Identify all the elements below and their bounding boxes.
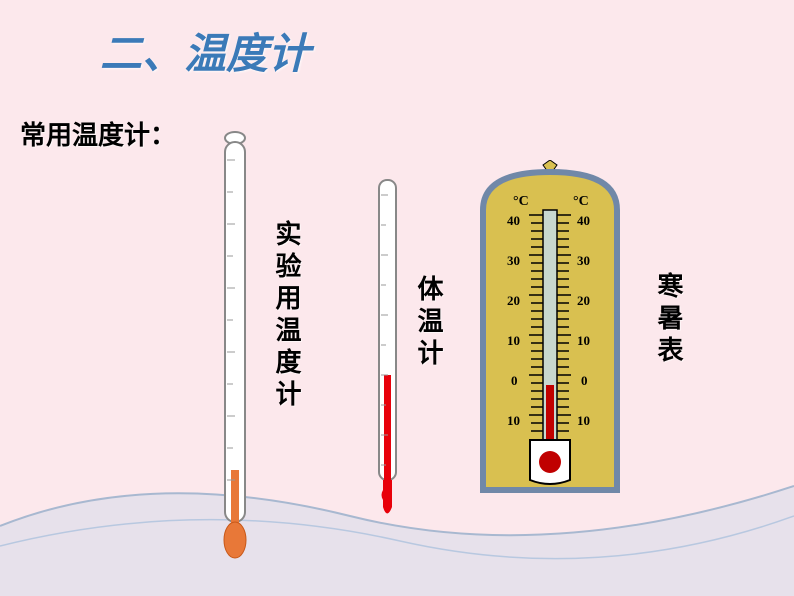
clinical-thermometer-diagram — [370, 175, 405, 525]
weather-thermometer-diagram: °C °C 40 40 30 30 20 20 10 10 0 0 10 10 — [475, 160, 625, 500]
weather-thermometer-label: 寒暑表 — [650, 272, 687, 368]
lab-thermometer-diagram — [215, 130, 255, 560]
svg-text:40: 40 — [507, 213, 520, 228]
svg-text:0: 0 — [511, 373, 518, 388]
section-title: 二、温度计 — [100, 20, 310, 81]
svg-text:10: 10 — [507, 333, 520, 348]
clinical-thermometer-label: 体温计 — [410, 275, 447, 371]
left-unit: °C — [513, 194, 529, 209]
lab-thermometer-label: 实验用温度计 — [268, 220, 305, 412]
svg-text:10: 10 — [577, 333, 590, 348]
right-unit: °C — [573, 194, 589, 209]
svg-text:10: 10 — [577, 413, 590, 428]
svg-text:10: 10 — [507, 413, 520, 428]
svg-text:20: 20 — [507, 293, 520, 308]
svg-text:20: 20 — [577, 293, 590, 308]
svg-text:30: 30 — [507, 253, 520, 268]
svg-text:30: 30 — [577, 253, 590, 268]
subtitle: 常用温度计： — [20, 115, 176, 152]
svg-text:40: 40 — [577, 213, 590, 228]
svg-text:0: 0 — [581, 373, 588, 388]
